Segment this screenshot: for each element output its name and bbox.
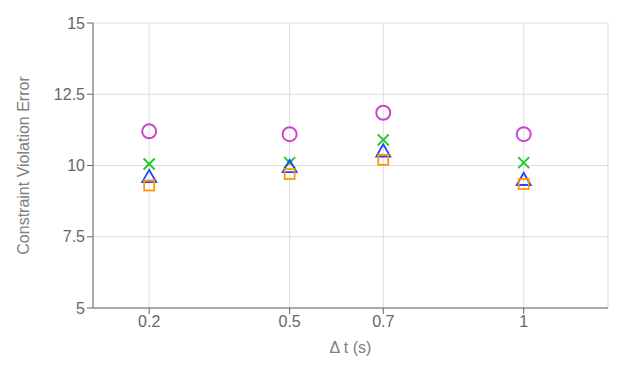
svg-text:0.5: 0.5 [279,313,301,330]
svg-text:Constraint Violation Error: Constraint Violation Error [15,76,32,255]
svg-text:0.2: 0.2 [138,313,160,330]
svg-text:0.7: 0.7 [372,313,394,330]
svg-text:15: 15 [67,15,85,32]
svg-text:10: 10 [67,157,85,174]
svg-text:1: 1 [519,313,528,330]
svg-text:7.5: 7.5 [63,228,85,245]
svg-text:Δ t (s): Δ t (s) [330,339,372,356]
svg-text:12.5: 12.5 [54,86,85,103]
svg-text:5: 5 [76,300,85,317]
